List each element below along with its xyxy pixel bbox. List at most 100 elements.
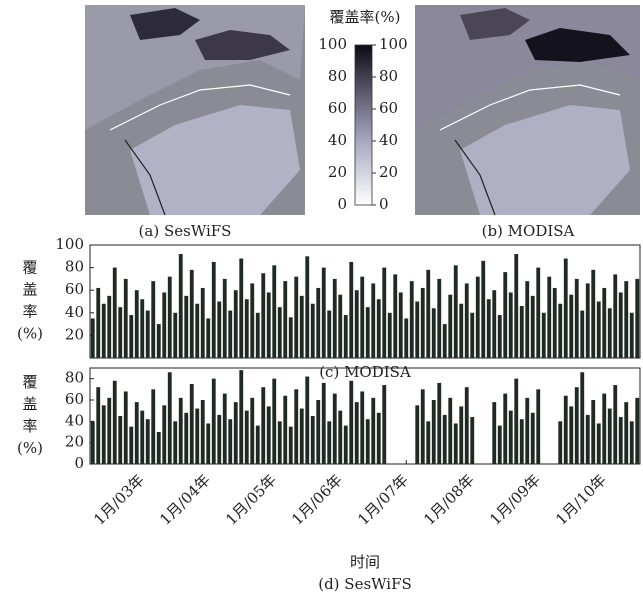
bar — [387, 312, 392, 358]
bar — [376, 299, 381, 358]
bar — [299, 408, 304, 464]
bar — [470, 312, 475, 358]
bar — [585, 414, 590, 464]
bar — [613, 274, 618, 358]
x-axis-label: 时间 — [350, 553, 380, 571]
bar — [332, 278, 337, 358]
bar — [338, 410, 343, 464]
bar — [250, 397, 255, 464]
bar — [123, 391, 128, 464]
bar — [151, 281, 156, 358]
bar — [332, 393, 337, 464]
bar — [299, 295, 304, 358]
bar — [431, 308, 436, 358]
y-tick-label: 0 — [74, 454, 84, 472]
bar — [365, 419, 370, 464]
y-axis-label: 覆 — [22, 259, 37, 277]
bar — [277, 421, 282, 464]
y-tick-label: 40 — [65, 411, 84, 429]
bar — [530, 295, 535, 358]
bar — [288, 426, 293, 464]
bar — [255, 425, 260, 464]
colorbar-label: 80 — [379, 67, 398, 85]
bar — [580, 372, 585, 464]
bar — [145, 310, 150, 358]
bar — [624, 402, 629, 464]
map-a — [85, 5, 305, 216]
y-tick-label: 60 — [65, 390, 84, 408]
bar — [272, 265, 277, 358]
bar — [442, 414, 447, 464]
bar — [184, 295, 189, 358]
y-axis-label: 率 — [22, 417, 37, 435]
bar — [90, 318, 95, 358]
bar — [492, 402, 497, 464]
colorbar-label: 20 — [328, 163, 347, 181]
bar — [607, 408, 612, 464]
bar — [123, 278, 128, 358]
bar — [426, 269, 431, 358]
bar — [90, 421, 95, 464]
x-tick-label: 1月/03年 — [90, 471, 148, 529]
bar — [514, 378, 519, 464]
colorbar-label: 60 — [379, 99, 398, 117]
colorbar-label: 40 — [379, 131, 398, 149]
bar — [508, 292, 513, 358]
y-tick-label: 60 — [65, 280, 84, 298]
bar — [239, 370, 244, 464]
bar — [459, 303, 464, 358]
bar — [525, 281, 530, 358]
bar — [426, 421, 431, 464]
bar — [310, 416, 315, 464]
bar — [101, 303, 106, 358]
bar — [382, 267, 387, 358]
bar — [437, 278, 442, 358]
bar — [107, 295, 112, 358]
bar — [338, 294, 343, 358]
bar — [530, 412, 535, 464]
colorbar-label: 80 — [328, 67, 347, 85]
bar — [222, 278, 227, 358]
bar — [481, 260, 486, 358]
bar — [541, 312, 546, 358]
bar — [415, 301, 420, 358]
bar — [503, 272, 508, 358]
colorbar — [354, 44, 373, 206]
bar — [519, 306, 524, 358]
x-tick-label: 1月/07年 — [354, 471, 412, 529]
bar — [602, 287, 607, 358]
bar — [288, 317, 293, 358]
bar — [635, 397, 640, 464]
bar — [360, 391, 365, 464]
bar — [437, 382, 442, 464]
bar — [178, 397, 183, 464]
bar — [195, 408, 200, 464]
bar — [283, 395, 288, 464]
colorbar-label: 40 — [328, 131, 347, 149]
map-caption: (b) MODISA — [482, 222, 575, 240]
bar — [228, 310, 233, 358]
bar — [547, 276, 552, 358]
bar — [349, 261, 354, 358]
panel-caption: (d) SesWiFS — [318, 575, 412, 593]
y-tick-label: 40 — [65, 303, 84, 321]
bar — [492, 290, 497, 358]
bar — [305, 376, 310, 464]
bar — [173, 312, 178, 358]
bar — [464, 387, 469, 464]
x-tick-label: 1月/08年 — [420, 471, 478, 529]
bar — [497, 425, 502, 464]
bar — [591, 400, 596, 464]
bar — [233, 290, 238, 358]
bar — [211, 378, 216, 464]
bar — [459, 406, 464, 464]
bar — [327, 310, 332, 358]
bar — [255, 312, 260, 358]
bar — [536, 389, 541, 464]
colorbar-label: 0 — [337, 195, 347, 213]
bar — [497, 315, 502, 358]
x-tick-label: 1月/04年 — [156, 471, 214, 529]
bar — [514, 254, 519, 358]
colorbar-label: 0 — [379, 195, 389, 213]
